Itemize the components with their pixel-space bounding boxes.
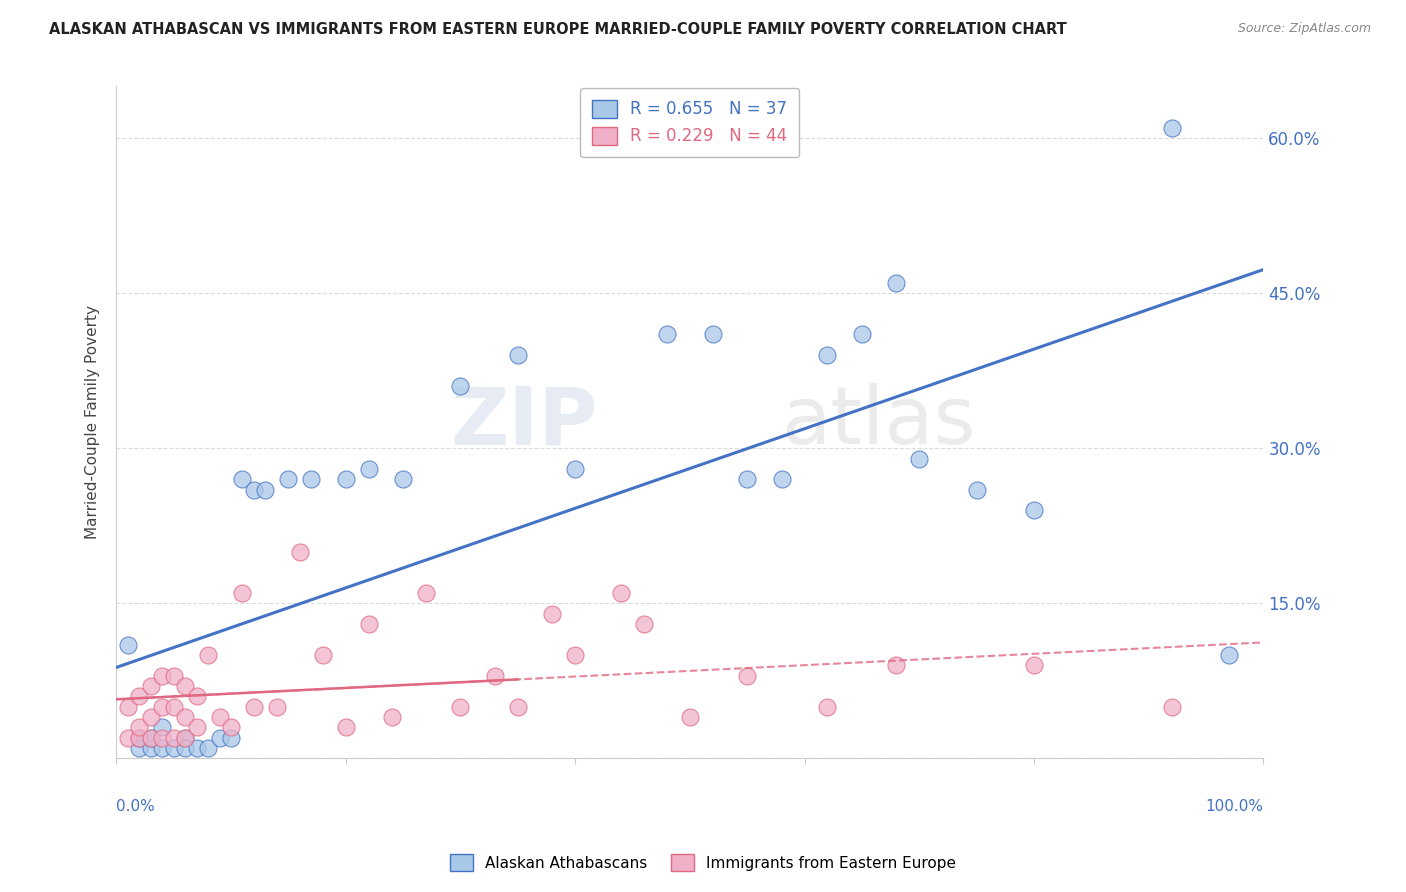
Point [139, 741, 162, 756]
Point [162, 668, 184, 682]
Point [162, 731, 184, 745]
Point [243, 483, 266, 497]
Point [541, 607, 564, 621]
Point [564, 648, 586, 662]
Point [1160, 120, 1182, 135]
Point [770, 472, 793, 486]
Point [564, 462, 586, 476]
Point [243, 699, 266, 714]
Point [335, 472, 357, 486]
Point [1022, 503, 1045, 517]
Point [633, 616, 655, 631]
Point [506, 699, 529, 714]
Point [197, 648, 219, 662]
Point [186, 741, 208, 756]
Point [335, 720, 357, 734]
Point [1160, 699, 1182, 714]
Text: 0.0%: 0.0% [117, 798, 155, 814]
Point [380, 710, 402, 724]
Point [817, 348, 839, 362]
Point [150, 720, 173, 734]
Legend: Alaskan Athabascans, Immigrants from Eastern Europe: Alaskan Athabascans, Immigrants from Eas… [441, 845, 965, 880]
Point [679, 710, 702, 724]
Point [735, 472, 758, 486]
Point [219, 720, 242, 734]
Point [150, 731, 173, 745]
Point [128, 731, 150, 745]
Point [117, 699, 139, 714]
Point [357, 462, 380, 476]
Point [966, 483, 988, 497]
Point [139, 731, 162, 745]
Point [884, 658, 907, 673]
Point [851, 327, 873, 342]
Point [174, 710, 197, 724]
Point [702, 327, 724, 342]
Point [150, 668, 173, 682]
Point [357, 616, 380, 631]
Point [219, 731, 242, 745]
Point [174, 741, 197, 756]
Point [288, 544, 311, 558]
Point [208, 710, 231, 724]
Point [884, 276, 907, 290]
Text: 100.0%: 100.0% [1205, 798, 1264, 814]
Point [277, 472, 299, 486]
Point [506, 348, 529, 362]
Point [735, 668, 758, 682]
Point [415, 586, 437, 600]
Point [817, 699, 839, 714]
Point [392, 472, 415, 486]
Text: ZIP: ZIP [451, 384, 598, 461]
Point [150, 741, 173, 756]
Point [174, 679, 197, 693]
Point [208, 731, 231, 745]
Y-axis label: Married-Couple Family Poverty: Married-Couple Family Poverty [86, 305, 100, 540]
Point [610, 586, 633, 600]
Point [266, 699, 288, 714]
Point [231, 586, 253, 600]
Text: atlas: atlas [782, 384, 976, 461]
Point [117, 638, 139, 652]
Point [117, 731, 139, 745]
Point [299, 472, 322, 486]
Point [139, 679, 162, 693]
Point [162, 741, 184, 756]
Point [162, 699, 184, 714]
Point [174, 731, 197, 745]
Point [449, 379, 471, 393]
Point [128, 720, 150, 734]
Point [1218, 648, 1240, 662]
Point [484, 668, 506, 682]
Point [655, 327, 678, 342]
Legend: R = 0.655   N = 37, R = 0.229   N = 44: R = 0.655 N = 37, R = 0.229 N = 44 [581, 88, 799, 157]
Text: Source: ZipAtlas.com: Source: ZipAtlas.com [1237, 22, 1371, 36]
Point [128, 731, 150, 745]
Point [139, 731, 162, 745]
Point [139, 710, 162, 724]
Point [231, 472, 253, 486]
Point [174, 731, 197, 745]
Point [128, 741, 150, 756]
Text: ALASKAN ATHABASCAN VS IMMIGRANTS FROM EASTERN EUROPE MARRIED-COUPLE FAMILY POVER: ALASKAN ATHABASCAN VS IMMIGRANTS FROM EA… [49, 22, 1067, 37]
Point [197, 741, 219, 756]
Point [186, 690, 208, 704]
Point [254, 483, 277, 497]
Point [449, 699, 471, 714]
Point [128, 690, 150, 704]
Point [150, 699, 173, 714]
Point [186, 720, 208, 734]
Point [312, 648, 335, 662]
Point [908, 451, 931, 466]
Point [1022, 658, 1045, 673]
